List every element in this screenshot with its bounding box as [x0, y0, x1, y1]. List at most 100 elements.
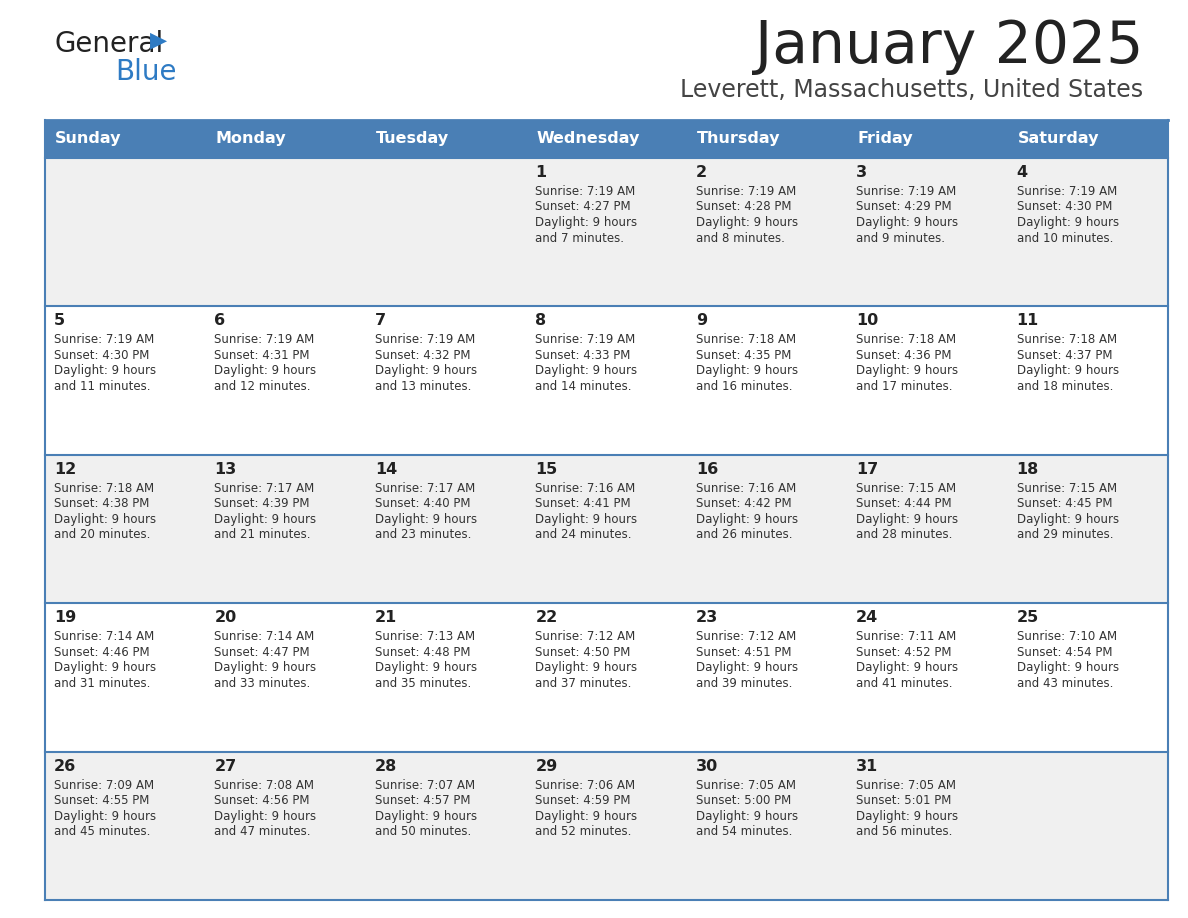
Text: Daylight: 9 hours: Daylight: 9 hours	[696, 810, 798, 823]
Text: Friday: Friday	[858, 131, 912, 147]
Text: Sunrise: 7:16 AM: Sunrise: 7:16 AM	[536, 482, 636, 495]
Text: Daylight: 9 hours: Daylight: 9 hours	[214, 364, 316, 377]
Bar	[526, 307, 687, 454]
Text: Sunrise: 7:05 AM: Sunrise: 7:05 AM	[696, 778, 796, 791]
Text: Sunday: Sunday	[55, 131, 121, 147]
Text: and 24 minutes.: and 24 minutes.	[536, 528, 632, 542]
Bar	[1007, 454, 1168, 603]
Text: 30: 30	[696, 758, 718, 774]
Text: Sunrise: 7:17 AM: Sunrise: 7:17 AM	[375, 482, 475, 495]
Text: Sunrise: 7:15 AM: Sunrise: 7:15 AM	[1017, 482, 1117, 495]
Bar	[526, 752, 687, 900]
Bar	[847, 307, 1007, 454]
Bar	[847, 158, 1007, 307]
Text: Daylight: 9 hours: Daylight: 9 hours	[1017, 364, 1119, 377]
Text: and 47 minutes.: and 47 minutes.	[214, 825, 311, 838]
Text: Sunset: 4:57 PM: Sunset: 4:57 PM	[375, 794, 470, 807]
Text: Wednesday: Wednesday	[536, 131, 639, 147]
Text: and 52 minutes.: and 52 minutes.	[536, 825, 632, 838]
Text: Sunset: 4:46 PM: Sunset: 4:46 PM	[53, 645, 150, 659]
Text: Sunrise: 7:19 AM: Sunrise: 7:19 AM	[696, 185, 796, 198]
Bar	[366, 454, 526, 603]
Text: Sunrise: 7:06 AM: Sunrise: 7:06 AM	[536, 778, 636, 791]
Text: and 23 minutes.: and 23 minutes.	[375, 528, 472, 542]
Text: Daylight: 9 hours: Daylight: 9 hours	[375, 513, 478, 526]
Text: Sunrise: 7:19 AM: Sunrise: 7:19 AM	[375, 333, 475, 346]
Text: and 41 minutes.: and 41 minutes.	[857, 677, 953, 689]
Text: Sunrise: 7:18 AM: Sunrise: 7:18 AM	[1017, 333, 1117, 346]
Text: Sunrise: 7:18 AM: Sunrise: 7:18 AM	[857, 333, 956, 346]
Text: Daylight: 9 hours: Daylight: 9 hours	[857, 364, 959, 377]
Text: Sunrise: 7:17 AM: Sunrise: 7:17 AM	[214, 482, 315, 495]
Bar	[1007, 752, 1168, 900]
Text: Sunset: 4:47 PM: Sunset: 4:47 PM	[214, 645, 310, 659]
Text: Sunset: 4:29 PM: Sunset: 4:29 PM	[857, 200, 952, 214]
Text: and 16 minutes.: and 16 minutes.	[696, 380, 792, 393]
Text: Daylight: 9 hours: Daylight: 9 hours	[1017, 216, 1119, 229]
Text: Saturday: Saturday	[1018, 131, 1099, 147]
Text: Sunrise: 7:15 AM: Sunrise: 7:15 AM	[857, 482, 956, 495]
Text: Sunset: 4:35 PM: Sunset: 4:35 PM	[696, 349, 791, 362]
Text: Sunset: 4:36 PM: Sunset: 4:36 PM	[857, 349, 952, 362]
Text: Daylight: 9 hours: Daylight: 9 hours	[536, 810, 638, 823]
Bar	[526, 158, 687, 307]
Text: General: General	[55, 30, 164, 58]
Text: and 8 minutes.: and 8 minutes.	[696, 231, 784, 244]
Text: Sunset: 4:37 PM: Sunset: 4:37 PM	[1017, 349, 1112, 362]
Text: 10: 10	[857, 313, 878, 329]
Text: Sunset: 4:48 PM: Sunset: 4:48 PM	[375, 645, 470, 659]
Text: Daylight: 9 hours: Daylight: 9 hours	[1017, 513, 1119, 526]
Text: Daylight: 9 hours: Daylight: 9 hours	[53, 661, 156, 674]
Text: 7: 7	[375, 313, 386, 329]
Text: 22: 22	[536, 610, 557, 625]
Text: 16: 16	[696, 462, 718, 476]
Text: 12: 12	[53, 462, 76, 476]
Text: and 26 minutes.: and 26 minutes.	[696, 528, 792, 542]
Text: Sunrise: 7:18 AM: Sunrise: 7:18 AM	[696, 333, 796, 346]
Text: Sunrise: 7:09 AM: Sunrise: 7:09 AM	[53, 778, 154, 791]
Text: 2: 2	[696, 165, 707, 180]
Text: and 35 minutes.: and 35 minutes.	[375, 677, 472, 689]
Text: Sunrise: 7:13 AM: Sunrise: 7:13 AM	[375, 630, 475, 644]
Text: ▶: ▶	[150, 30, 168, 50]
Text: 6: 6	[214, 313, 226, 329]
Text: Sunrise: 7:19 AM: Sunrise: 7:19 AM	[857, 185, 956, 198]
Bar	[847, 752, 1007, 900]
Bar	[45, 307, 206, 454]
Text: Sunset: 5:00 PM: Sunset: 5:00 PM	[696, 794, 791, 807]
Text: 5: 5	[53, 313, 65, 329]
Text: Sunrise: 7:05 AM: Sunrise: 7:05 AM	[857, 778, 956, 791]
Text: Sunrise: 7:14 AM: Sunrise: 7:14 AM	[214, 630, 315, 644]
Text: Tuesday: Tuesday	[375, 131, 449, 147]
Text: and 54 minutes.: and 54 minutes.	[696, 825, 792, 838]
Text: Daylight: 9 hours: Daylight: 9 hours	[1017, 661, 1119, 674]
Text: Sunrise: 7:19 AM: Sunrise: 7:19 AM	[536, 185, 636, 198]
Text: Sunset: 4:30 PM: Sunset: 4:30 PM	[53, 349, 150, 362]
Text: Sunrise: 7:12 AM: Sunrise: 7:12 AM	[536, 630, 636, 644]
Text: and 12 minutes.: and 12 minutes.	[214, 380, 311, 393]
Text: Daylight: 9 hours: Daylight: 9 hours	[53, 810, 156, 823]
Text: Sunset: 5:01 PM: Sunset: 5:01 PM	[857, 794, 952, 807]
Bar	[526, 603, 687, 752]
Text: 3: 3	[857, 165, 867, 180]
Text: Sunset: 4:27 PM: Sunset: 4:27 PM	[536, 200, 631, 214]
Bar	[1007, 307, 1168, 454]
Text: 31: 31	[857, 758, 878, 774]
Text: Sunrise: 7:19 AM: Sunrise: 7:19 AM	[214, 333, 315, 346]
Text: Sunrise: 7:19 AM: Sunrise: 7:19 AM	[536, 333, 636, 346]
Bar	[366, 307, 526, 454]
Text: Sunrise: 7:19 AM: Sunrise: 7:19 AM	[53, 333, 154, 346]
Text: and 37 minutes.: and 37 minutes.	[536, 677, 632, 689]
Text: Daylight: 9 hours: Daylight: 9 hours	[696, 364, 798, 377]
Text: Sunrise: 7:08 AM: Sunrise: 7:08 AM	[214, 778, 315, 791]
Text: 11: 11	[1017, 313, 1038, 329]
Text: Sunset: 4:40 PM: Sunset: 4:40 PM	[375, 498, 470, 510]
Text: Sunset: 4:51 PM: Sunset: 4:51 PM	[696, 645, 791, 659]
Text: Daylight: 9 hours: Daylight: 9 hours	[857, 661, 959, 674]
Text: 8: 8	[536, 313, 546, 329]
Text: Daylight: 9 hours: Daylight: 9 hours	[214, 661, 316, 674]
Bar	[687, 603, 847, 752]
Text: 17: 17	[857, 462, 878, 476]
Text: Sunset: 4:45 PM: Sunset: 4:45 PM	[1017, 498, 1112, 510]
Text: Sunrise: 7:10 AM: Sunrise: 7:10 AM	[1017, 630, 1117, 644]
